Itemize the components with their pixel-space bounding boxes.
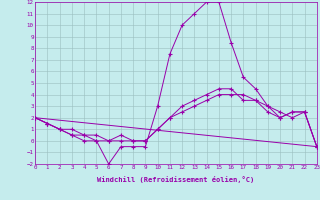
X-axis label: Windchill (Refroidissement éolien,°C): Windchill (Refroidissement éolien,°C) [97,176,255,183]
